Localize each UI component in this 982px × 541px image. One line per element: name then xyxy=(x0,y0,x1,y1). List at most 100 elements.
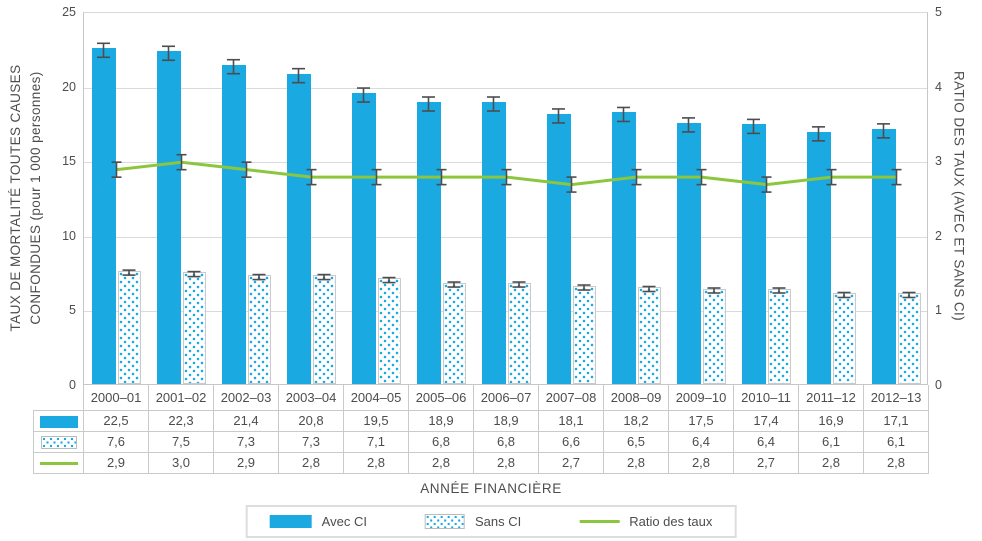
table-value-cell: 2,8 xyxy=(473,451,539,474)
gridline xyxy=(84,87,927,89)
x-axis-title: ANNÉE FINANCIÈRE xyxy=(420,481,562,496)
legend-item-sans-ci: Sans CI xyxy=(424,514,522,529)
right-axis-title: RATIO DES TAUX (AVEC ET SANS CI) xyxy=(951,70,967,322)
table-value-cell: 7,5 xyxy=(148,430,214,453)
ratio-key-icon xyxy=(33,451,84,474)
right-axis-tick-label: 5 xyxy=(935,5,942,19)
plot-area xyxy=(83,12,928,385)
bar-avec-ci xyxy=(221,64,246,384)
avec-ci-swatch-icon xyxy=(269,515,312,528)
bar-sans-ci xyxy=(637,287,661,384)
bar-sans-ci xyxy=(702,288,726,384)
table-value-cell: 2,8 xyxy=(668,451,734,474)
legend-item-ratio: Ratio des taux xyxy=(579,514,712,529)
x-axis-category-label: 2003–04 xyxy=(278,385,344,410)
table-value-cell: 7,3 xyxy=(278,430,344,453)
table-value-cell: 20,8 xyxy=(278,409,344,432)
legend-label-sans-ci: Sans CI xyxy=(474,514,522,529)
left-axis-tick-label: 15 xyxy=(62,154,76,169)
bar-sans-ci xyxy=(832,293,856,384)
bar-sans-ci xyxy=(897,293,921,384)
x-axis-category-label: 2006–07 xyxy=(473,385,539,410)
table-value-cell: 22,5 xyxy=(83,409,149,432)
bar-sans-ci xyxy=(377,278,401,384)
left-axis-tick-label: 5 xyxy=(69,303,76,318)
avec-ci-key-icon xyxy=(39,415,78,428)
table-value-cell: 6,4 xyxy=(733,430,799,453)
table-value-cell: 18,9 xyxy=(408,409,474,432)
bar-sans-ci xyxy=(182,272,206,384)
table-value-cell: 21,4 xyxy=(213,409,279,432)
bar-avec-ci xyxy=(611,112,636,384)
table-value-cell: 22,3 xyxy=(148,409,214,432)
sans-ci-key-icon xyxy=(33,430,84,453)
x-axis-category-label: 2009–10 xyxy=(668,385,734,410)
gridline xyxy=(84,236,927,238)
table-header-row: 2000–01 2001–02 2002–03 2003–04 2004–05 2005–… xyxy=(34,385,929,410)
table-value-cell: 16,9 xyxy=(798,409,864,432)
bar-avec-ci xyxy=(806,131,831,384)
right-axis-tick-label: 4 xyxy=(935,79,942,94)
bar-sans-ci xyxy=(507,282,531,384)
right-axis-tick-label: 3 xyxy=(935,154,942,169)
table-value-cell: 2,7 xyxy=(733,451,799,474)
table-value-cell: 3,0 xyxy=(148,451,214,474)
bar-avec-ci xyxy=(546,113,571,384)
bar-avec-ci xyxy=(91,48,116,384)
table-value-cell: 6,1 xyxy=(863,430,929,453)
table-value-cell: 7,3 xyxy=(213,430,279,453)
gridline xyxy=(84,311,927,313)
bar-sans-ci xyxy=(442,282,466,384)
table-value-cell: 6,4 xyxy=(668,430,734,453)
left-axis-tick-label: 10 xyxy=(62,228,76,243)
table-value-cell: 7,1 xyxy=(343,430,409,453)
bar-avec-ci xyxy=(741,124,766,384)
bar-avec-ci xyxy=(676,122,701,384)
table-value-cell: 17,4 xyxy=(733,409,799,432)
bar-avec-ci xyxy=(156,51,181,384)
table-value-cell: 2,8 xyxy=(408,451,474,474)
table-value-cell: 2,8 xyxy=(278,451,344,474)
left-axis-tick-label: 20 xyxy=(62,79,76,94)
right-axis-tick-label: 2 xyxy=(935,228,942,243)
x-axis-category-label: 2012–13 xyxy=(863,385,929,410)
table-value-cell: 2,9 xyxy=(213,451,279,474)
x-axis-category-label: 2011–12 xyxy=(798,385,864,410)
ratio-line-swatch-icon xyxy=(579,520,620,523)
bar-avec-ci xyxy=(871,128,896,384)
left-axis-title-line1: TAUX DE MORTALITÉ TOUTES CAUSES xyxy=(8,64,23,332)
avec-ci-key-icon xyxy=(33,409,84,432)
table-row: 7,6 7,5 7,3 7,3 7,1 6,8 6,8 6,6 6,5 6,4 6,4 6,1 6,1 xyxy=(33,430,929,453)
table-value-cell: 17,1 xyxy=(863,409,929,432)
sans-ci-key-icon xyxy=(40,436,77,450)
table-value-cell: 17,5 xyxy=(668,409,734,432)
ratio-key-icon xyxy=(39,462,78,466)
x-axis-category-label: 2010–11 xyxy=(733,385,799,410)
table-value-cell: 6,8 xyxy=(473,430,539,453)
x-axis-category-label: 2008–09 xyxy=(603,385,669,410)
bar-avec-ci xyxy=(416,102,441,384)
gridline xyxy=(84,162,927,164)
table-value-cell: 6,6 xyxy=(538,430,604,453)
chart-overlay xyxy=(97,42,916,299)
bar-sans-ci xyxy=(767,288,791,384)
legend-label-ratio: Ratio des taux xyxy=(629,514,713,529)
bar-sans-ci xyxy=(117,270,141,384)
left-axis-title: TAUX DE MORTALITÉ TOUTES CAUSES CONFONDU… xyxy=(6,65,46,332)
table-value-cell: 2,8 xyxy=(863,451,929,474)
left-axis-title-line2: CONFONDUES (pour 1 000 personnes) xyxy=(28,71,43,325)
right-axis-tick-label: 0 xyxy=(935,378,942,392)
data-table: 2000–01 2001–02 2002–03 2003–04 2004–05 2005–… xyxy=(33,385,929,474)
table-value-cell: 6,8 xyxy=(408,430,474,453)
legend-label-avec-ci: Avec CI xyxy=(321,514,367,529)
bar-avec-ci xyxy=(351,93,376,384)
x-axis-category-label: 2005–06 xyxy=(408,385,474,410)
table-value-cell: 18,2 xyxy=(603,409,669,432)
table-value-cell: 7,6 xyxy=(83,430,149,453)
left-axis-tick-label: 25 xyxy=(62,5,76,19)
table-value-cell: 2,8 xyxy=(343,451,409,474)
x-axis-category-label: 2002–03 xyxy=(213,385,279,410)
table-value-cell: 18,1 xyxy=(538,409,604,432)
table-row: 22,5 22,3 21,4 20,8 19,5 18,9 18,9 18,1 18,2 17,5… xyxy=(33,409,929,432)
